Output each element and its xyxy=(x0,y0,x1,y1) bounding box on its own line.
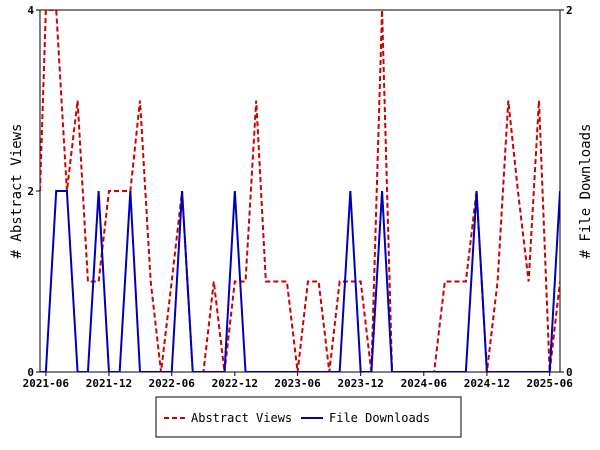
y-left-title-text: # Abstract Views xyxy=(9,124,25,259)
series-line-2 xyxy=(40,190,560,372)
y-left-axis-title: # Abstract Views xyxy=(9,124,25,259)
series-lines xyxy=(40,10,560,372)
legend: Abstract Views File Downloads xyxy=(155,396,462,438)
legend-box xyxy=(155,396,462,438)
x-tick-label: 2023-12 xyxy=(338,377,384,390)
x-tick-label: 2024-12 xyxy=(464,377,510,390)
y-right-title-text: # File Downloads xyxy=(578,124,594,259)
x-tick-label: 2023-06 xyxy=(274,377,321,390)
y-right-axis-title: # File Downloads xyxy=(578,124,594,259)
x-tick-label: 2022-06 xyxy=(149,377,196,390)
axis-ticks: 2021-06 2021-12 2022-06 2022-12 2023-06 2023-… xyxy=(23,4,574,390)
x-tick-label: 2025-06 xyxy=(526,377,573,390)
series-line-1 xyxy=(40,10,560,372)
y-left-tick-label: 2 xyxy=(27,185,34,198)
x-tick-label: 2021-12 xyxy=(86,377,132,390)
y-right-tick-label: 2 xyxy=(566,4,573,17)
x-tick-label: 2024-06 xyxy=(401,377,448,390)
x-tick-label: 2021-06 xyxy=(23,377,70,390)
y-left-tick-label: 4 xyxy=(27,4,34,17)
legend-label: Abstract Views xyxy=(191,411,292,425)
x-tick-label: 2022-12 xyxy=(212,377,258,390)
y-left-tick-label: 0 xyxy=(27,366,34,379)
legend-label: File Downloads xyxy=(329,411,430,425)
y-right-tick-label: 0 xyxy=(566,366,573,379)
